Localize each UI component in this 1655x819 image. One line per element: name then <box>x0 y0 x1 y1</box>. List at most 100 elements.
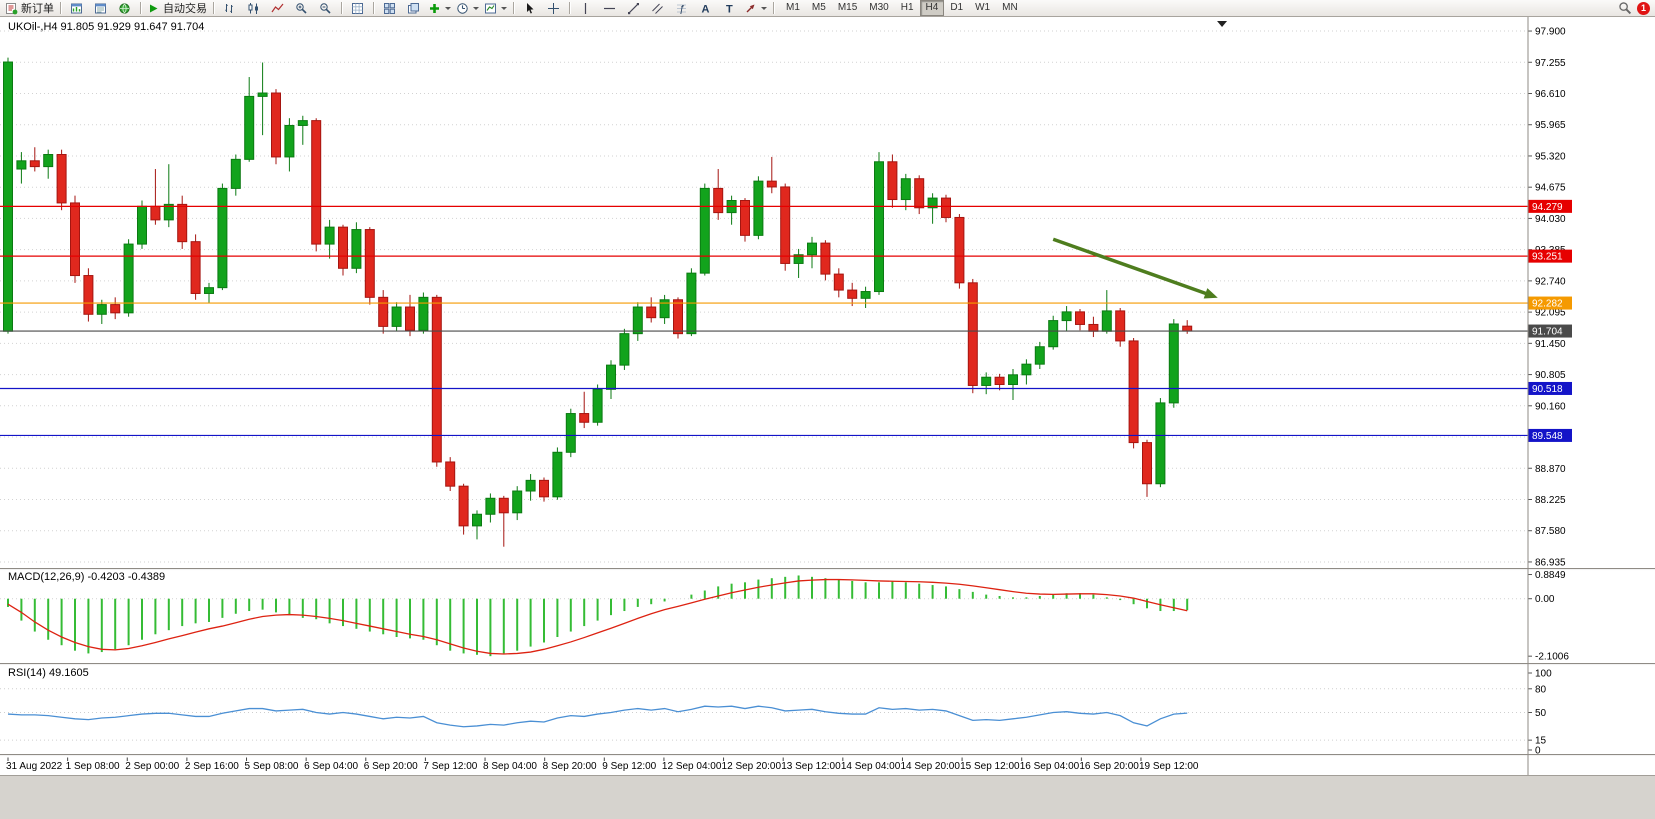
svg-text:95.320: 95.320 <box>1535 151 1566 162</box>
crosshair-icon <box>548 2 559 14</box>
candle <box>472 513 482 527</box>
vertical-line-icon <box>584 2 587 14</box>
rsi-line <box>7 705 1188 728</box>
chevron-down-icon <box>473 6 479 10</box>
timeframe-button-h4[interactable]: H4 <box>919 0 945 16</box>
autotrading-button[interactable]: 自动交易 <box>145 1 209 16</box>
candle <box>1115 310 1126 342</box>
candle <box>820 242 831 275</box>
chevron-down-icon <box>501 6 507 10</box>
panel-divider[interactable] <box>0 754 1655 756</box>
svg-text:0: 0 <box>1535 746 1541 757</box>
candles-layer <box>3 57 1193 547</box>
candle <box>659 299 670 319</box>
fibonacci-tool-button[interactable]: ƒ <box>670 1 693 16</box>
candle <box>967 282 978 386</box>
svg-text:80: 80 <box>1535 684 1547 695</box>
candle <box>338 226 348 269</box>
bar-chart-mode-button[interactable] <box>218 1 241 16</box>
candle <box>606 364 616 390</box>
price-level-badge <box>1528 249 1572 263</box>
search-icon[interactable] <box>1618 1 1632 15</box>
arrows-tool-button[interactable] <box>742 1 769 16</box>
candle <box>552 451 563 498</box>
timeframe-button-w1[interactable]: W1 <box>975 2 991 13</box>
candle <box>217 187 228 289</box>
channel-tool-button[interactable] <box>646 1 669 16</box>
indicators-button[interactable] <box>426 1 453 16</box>
price-level-badge <box>1528 296 1572 310</box>
candle <box>565 413 576 453</box>
svg-text:-2.1006: -2.1006 <box>1535 652 1569 663</box>
candle <box>324 226 335 245</box>
svg-text:T: T <box>726 3 733 15</box>
timeframe-toolbar: M1 M5 M15 M30 H1 H4 D1 W1 MN <box>780 0 1024 16</box>
svg-text:97.255: 97.255 <box>1535 58 1566 69</box>
trend-arrow-object[interactable] <box>1052 237 1215 299</box>
candle <box>297 120 308 126</box>
text-label-tool-button[interactable]: T <box>718 1 741 16</box>
new-order-button[interactable]: 新订单 <box>3 1 56 16</box>
candle <box>994 376 1005 385</box>
candle <box>793 254 804 264</box>
svg-text:87.580: 87.580 <box>1535 526 1566 537</box>
candle <box>16 160 27 170</box>
tile-windows-button[interactable] <box>378 1 401 16</box>
periods-button[interactable] <box>454 1 481 16</box>
notification-count: 1 <box>1640 3 1646 13</box>
cascade-windows-button[interactable] <box>402 1 425 16</box>
text-tool-button[interactable]: A <box>694 1 717 16</box>
panel-divider[interactable] <box>0 568 1655 570</box>
svg-text:12 Sep 04:00: 12 Sep 04:00 <box>662 761 722 772</box>
candle <box>713 187 724 214</box>
timeframe-button-m1[interactable]: M1 <box>786 2 800 13</box>
zoom-out-button[interactable] <box>314 1 337 16</box>
svg-text:92.282: 92.282 <box>1532 299 1563 310</box>
candle <box>954 216 965 284</box>
svg-text:6 Sep 04:00: 6 Sep 04:00 <box>304 761 358 772</box>
toolbar-separator <box>213 2 214 14</box>
candlestick-mode-button[interactable] <box>242 1 265 16</box>
candlestick-icon <box>248 2 258 14</box>
trendline-tool-button[interactable] <box>622 1 645 16</box>
toolbar: 新订单 <box>0 0 1655 17</box>
svg-text:1 Sep 08:00: 1 Sep 08:00 <box>66 761 120 772</box>
candle <box>900 178 911 201</box>
cascade-windows-icon <box>408 2 419 13</box>
timeframe-button-h1[interactable]: H1 <box>900 2 914 13</box>
timeframe-button-m15[interactable]: M15 <box>837 2 858 13</box>
data-window-button[interactable] <box>89 1 112 16</box>
zoom-in-button[interactable] <box>290 1 313 16</box>
timeframe-button-m30[interactable]: M30 <box>869 2 889 13</box>
line-chart-mode-button[interactable] <box>266 1 289 16</box>
candle <box>391 306 402 327</box>
navigator-button[interactable] <box>113 1 136 16</box>
price-level-badge <box>1528 428 1572 442</box>
chart-canvas[interactable]: 97.900 97.255 96.610 95.965 95.320 94.675 94.0… <box>0 17 1655 775</box>
grid-toggle-button[interactable] <box>346 1 369 16</box>
timeframe-button-d1[interactable]: D1 <box>950 2 964 13</box>
market-watch-button[interactable] <box>65 1 88 16</box>
svg-text:16 Sep 04:00: 16 Sep 04:00 <box>1020 761 1080 772</box>
templates-button[interactable] <box>482 1 509 16</box>
crosshair-tool-button[interactable] <box>542 1 565 16</box>
svg-text:8 Sep 20:00: 8 Sep 20:00 <box>543 761 597 772</box>
timeframe-button-mn[interactable]: MN <box>1002 2 1018 13</box>
market-watch-icon <box>71 3 82 13</box>
svg-text:90.160: 90.160 <box>1535 401 1566 412</box>
candle <box>445 461 456 487</box>
candle <box>860 291 871 299</box>
vertical-line-tool-button[interactable] <box>574 1 597 16</box>
panel-divider[interactable] <box>0 663 1655 665</box>
svg-text:8 Sep 04:00: 8 Sep 04:00 <box>483 761 537 772</box>
chart-shift-marker[interactable] <box>1217 21 1228 27</box>
cursor-icon <box>527 2 534 13</box>
bar-chart-icon <box>225 3 233 13</box>
timeframe-button-m5[interactable]: M5 <box>811 2 826 13</box>
svg-text:0.00: 0.00 <box>1535 594 1555 605</box>
trendline-icon <box>628 2 639 14</box>
cursor-tool-button[interactable] <box>518 1 541 16</box>
notification-badge[interactable]: 1 <box>1637 1 1650 15</box>
svg-text:50: 50 <box>1535 708 1547 719</box>
horizontal-line-tool-button[interactable] <box>598 1 621 16</box>
